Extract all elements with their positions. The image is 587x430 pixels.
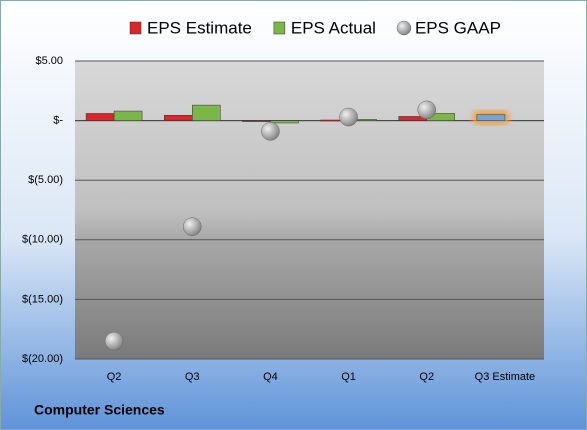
legend-label: EPS GAAP xyxy=(415,18,501,37)
plot-area xyxy=(75,61,544,359)
point xyxy=(339,107,358,127)
point xyxy=(261,122,280,141)
bar xyxy=(113,110,143,121)
legend-label: EPS Estimate xyxy=(147,18,252,37)
legend-swatch xyxy=(396,20,412,36)
y-tick-label: $5.00 xyxy=(35,55,63,67)
y-tick-label: $- xyxy=(53,115,63,127)
x-tick-label: Q1 xyxy=(341,371,356,383)
chart-title: Computer Sciences xyxy=(34,402,165,418)
point xyxy=(183,217,202,236)
y-tick-label: $(10.00) xyxy=(22,234,63,246)
bar xyxy=(164,114,193,121)
y-tick-label: $(20.00) xyxy=(22,353,63,365)
x-tick-label: Q3 xyxy=(185,371,200,383)
bar xyxy=(476,114,506,121)
legend-label: EPS Actual xyxy=(291,18,376,37)
bar xyxy=(270,120,299,124)
bar xyxy=(242,120,271,122)
point xyxy=(104,331,124,351)
y-tick-label: $(15.00) xyxy=(22,293,63,305)
y-tick-label: $(5.00) xyxy=(28,174,63,186)
x-tick-label: Q2 xyxy=(107,371,122,383)
bar xyxy=(85,113,115,121)
x-tick-label: Q3 Estimate xyxy=(475,371,536,383)
x-tick-label: Q2 xyxy=(419,371,434,383)
legend-swatch xyxy=(129,21,142,35)
point xyxy=(417,100,436,120)
x-tick-label: Q4 xyxy=(263,371,278,383)
bar xyxy=(192,104,221,121)
legend-swatch xyxy=(273,21,286,35)
